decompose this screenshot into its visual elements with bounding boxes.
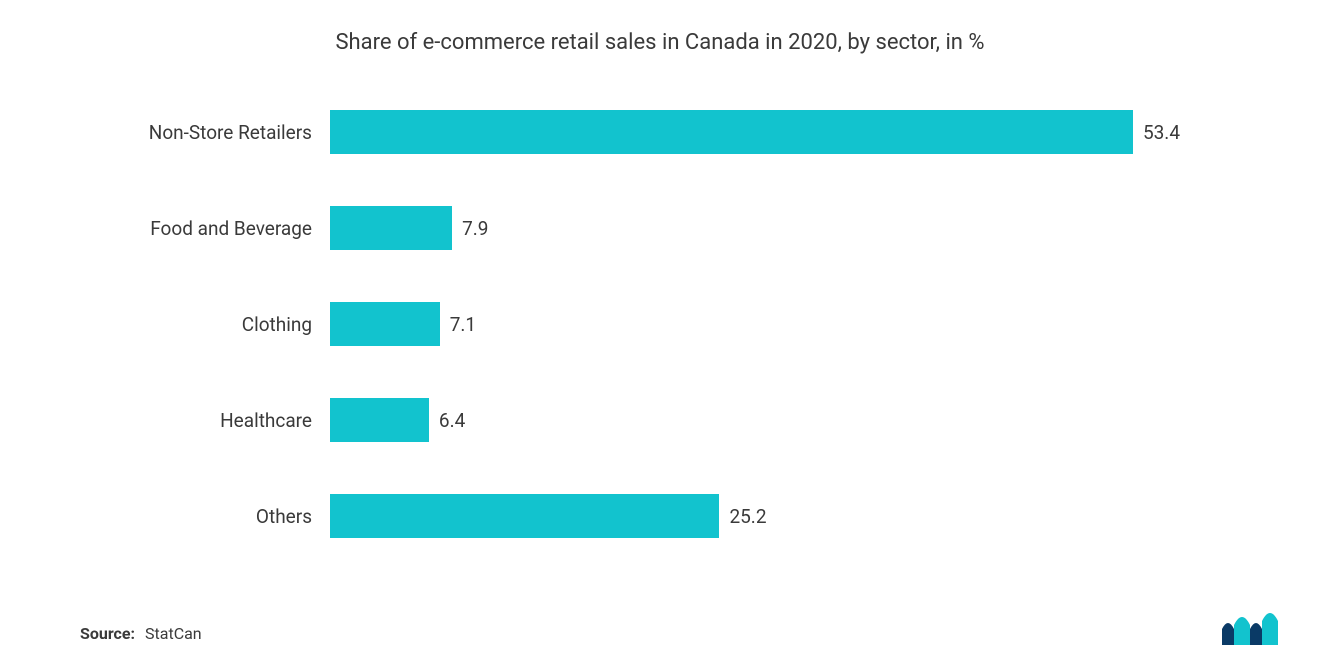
- bar-track: 7.9: [330, 206, 1180, 250]
- source-label: Source:: [80, 624, 135, 643]
- bar-value: 25.2: [719, 505, 766, 528]
- bar-track: 25.2: [330, 494, 1180, 538]
- source-value: StatCan: [145, 624, 202, 643]
- bar: [330, 302, 440, 346]
- bar-value: 53.4: [1133, 121, 1180, 144]
- bar-label: Food and Beverage: [80, 217, 330, 240]
- chart-title: Share of e-commerce retail sales in Cana…: [80, 30, 1240, 55]
- bar-label: Healthcare: [80, 409, 330, 432]
- bars-area: Non-Store Retailers 53.4 Food and Bevera…: [80, 110, 1240, 538]
- bar-row: Healthcare 6.4: [80, 398, 1180, 442]
- bar-track: 7.1: [330, 302, 1180, 346]
- bar: [330, 206, 452, 250]
- bar-row: Others 25.2: [80, 494, 1180, 538]
- bar-value: 7.9: [452, 217, 488, 240]
- logo-icon: [1220, 607, 1280, 647]
- bar-value: 6.4: [429, 409, 465, 432]
- brand-logo: [1220, 607, 1280, 647]
- source-line: Source: StatCan: [80, 624, 202, 643]
- bar-row: Clothing 7.1: [80, 302, 1180, 346]
- bar-row: Food and Beverage 7.9: [80, 206, 1180, 250]
- bar: [330, 398, 429, 442]
- bar-track: 6.4: [330, 398, 1180, 442]
- bar-label: Non-Store Retailers: [80, 121, 330, 144]
- bar-value: 7.1: [440, 313, 476, 336]
- bar: [330, 494, 719, 538]
- bar-row: Non-Store Retailers 53.4: [80, 110, 1180, 154]
- bar: [330, 110, 1133, 154]
- bar-label: Others: [80, 505, 330, 528]
- bar-label: Clothing: [80, 313, 330, 336]
- bar-track: 53.4: [330, 110, 1180, 154]
- chart-container: Share of e-commerce retail sales in Cana…: [0, 0, 1320, 665]
